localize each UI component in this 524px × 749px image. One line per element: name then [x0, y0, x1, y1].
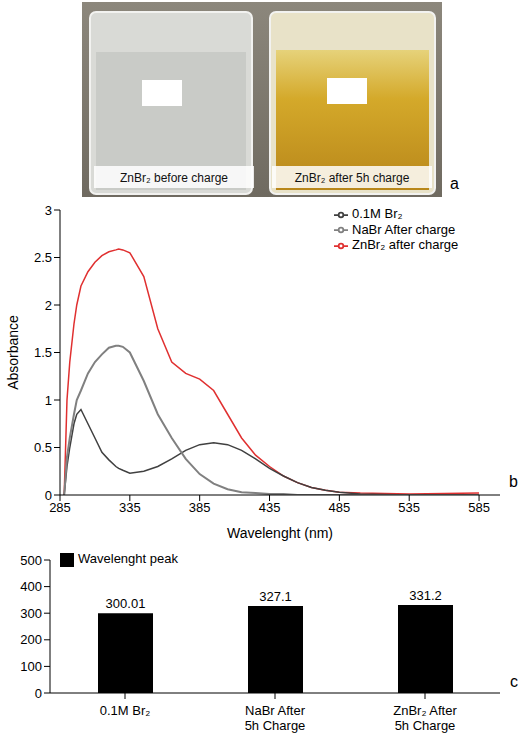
svg-text:2.5: 2.5: [34, 250, 52, 265]
svg-text:0.5: 0.5: [34, 440, 52, 455]
svg-text:ZnBr₂ After5h Charge: ZnBr₂ After5h Charge: [393, 703, 457, 733]
svg-text:435: 435: [259, 500, 281, 515]
svg-text:ZnBr₂ after 5h charge: ZnBr₂ after 5h charge: [295, 171, 410, 185]
svg-text:331.2: 331.2: [409, 588, 442, 603]
svg-text:3: 3: [45, 203, 52, 218]
svg-text:335: 335: [119, 500, 141, 515]
svg-text:285: 285: [49, 500, 71, 515]
svg-text:ZnBr₂ before charge: ZnBr₂ before charge: [120, 171, 228, 185]
svg-text:1: 1: [45, 393, 52, 408]
svg-text:Wavelenght (nm): Wavelenght (nm): [227, 525, 333, 541]
svg-text:400: 400: [20, 579, 42, 594]
svg-text:327.1: 327.1: [259, 589, 292, 604]
svg-text:Absorbance: Absorbance: [5, 315, 21, 390]
svg-text:535: 535: [398, 500, 420, 515]
html-text:ZnBr₂ after charge: ZnBr₂ after charge: [352, 237, 459, 253]
svg-text:100: 100: [20, 659, 42, 674]
svg-text:0: 0: [35, 686, 42, 701]
html-text:Wavelenght peak: Wavelenght peak: [78, 551, 178, 566]
html-text:a: a: [450, 175, 459, 192]
svg-text:1.5: 1.5: [34, 345, 52, 360]
html-text:NaBr After charge: NaBr After charge: [352, 221, 456, 237]
svg-text:0: 0: [45, 488, 52, 503]
svg-text:300.01: 300.01: [106, 596, 146, 611]
svg-text:485: 485: [329, 500, 351, 515]
html-text:0.1M Br₂: 0.1M Br₂: [352, 206, 403, 221]
svg-text:585: 585: [468, 500, 490, 515]
svg-text:200: 200: [20, 632, 42, 647]
svg-text:2: 2: [45, 298, 52, 313]
svg-text:NaBr After5h Charge: NaBr After5h Charge: [245, 703, 306, 733]
svg-text:500: 500: [20, 553, 42, 568]
html-text:c: c: [510, 673, 518, 690]
svg-text:300: 300: [20, 606, 42, 621]
svg-text:385: 385: [189, 500, 211, 515]
html-text:b: b: [509, 473, 518, 490]
svg-text:0.1M Br₂: 0.1M Br₂: [100, 703, 151, 718]
